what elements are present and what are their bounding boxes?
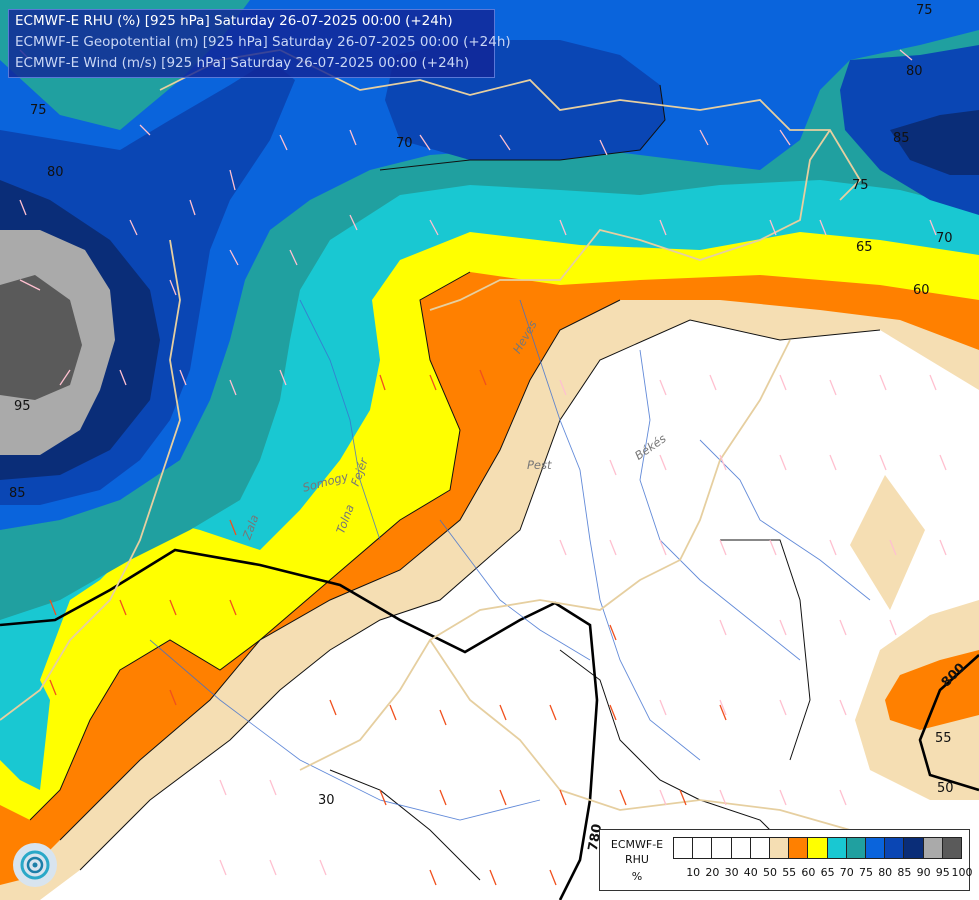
title-box: ECMWF-E RHU (%) [925 hPa] Saturday 26-07… <box>8 9 511 78</box>
legend-tick-label: 30 <box>724 866 739 879</box>
contour-label: 70 <box>396 136 413 151</box>
contour-label: 95 <box>14 399 31 414</box>
contour-label: 80 <box>47 165 64 180</box>
legend-color-box <box>673 837 694 859</box>
contour-label: 55 <box>935 731 952 746</box>
title-rhu: ECMWF-E RHU (%) [925 hPa] Saturday 26-07… <box>15 13 453 29</box>
legend-color-box <box>884 837 905 859</box>
legend-tick-label: 90 <box>916 866 931 879</box>
legend-tick-label: 20 <box>705 866 720 879</box>
contour-label: 85 <box>9 486 26 501</box>
legend-color-box <box>749 837 771 859</box>
contour-label: 85 <box>893 131 910 146</box>
rhu-patch-right-orange <box>885 650 979 730</box>
legend-color-box <box>730 837 751 859</box>
rhu-patch-right-diamond <box>850 475 925 610</box>
contour-label: 75 <box>30 103 47 118</box>
legend-color-box <box>865 837 886 859</box>
wind-barbs <box>19 49 947 886</box>
legend-tick-label: 10 <box>686 866 701 879</box>
legend-color-box <box>769 837 790 859</box>
region-label: Pest <box>527 458 552 472</box>
legend-tick-label: 65 <box>820 866 835 879</box>
legend-tick-label: 75 <box>859 866 873 879</box>
title-geopotential: ECMWF-E Geopotential (m) [925 hPa] Satur… <box>15 34 511 50</box>
title-wind: ECMWF-E Wind (m/s) [925 hPa] Saturday 26… <box>15 55 470 71</box>
contour-label: 30 <box>318 793 335 808</box>
legend-color-box <box>922 837 943 859</box>
legend-variable: RHU <box>625 853 649 866</box>
legend-ticks: 10 20 30 40 50 55 60 65 70 75 80 85 90 95 100 <box>674 866 972 882</box>
legend-tick-label: 85 <box>897 866 912 879</box>
legend-color-box <box>845 837 867 859</box>
legend-tick-label: 50 <box>763 866 777 879</box>
legend-tick-label: 55 <box>782 866 797 879</box>
contour-label: 65 <box>856 240 873 255</box>
legend-unit: % <box>631 870 643 883</box>
legend-tick-label: 100 <box>951 866 973 879</box>
legend-color-boxes <box>673 837 963 859</box>
rhu-band-85-tr <box>890 110 979 175</box>
legend-color-box <box>807 837 828 859</box>
color-legend: ECMWF-E RHU % 10 20 30 40 50 55 60 65 70 75 80 85 90… <box>599 829 973 891</box>
contour-label: 75 <box>852 178 869 193</box>
legend-color-box <box>692 837 713 859</box>
legend-tick-label: 95 <box>935 866 950 879</box>
legend-tick-label: 70 <box>839 866 854 879</box>
legend-color-box <box>903 837 924 859</box>
contour-label: 75 <box>916 3 933 18</box>
contour-label: 80 <box>906 64 923 79</box>
contour-label: 70 <box>936 231 953 246</box>
legend-tick-label: 80 <box>878 866 893 879</box>
legend-color-box <box>711 837 732 859</box>
legend-tick-label: 40 <box>743 866 758 879</box>
ecmwf-logo-icon <box>13 843 57 887</box>
legend-color-box <box>941 837 963 859</box>
rhu-band-95 <box>0 275 82 400</box>
contour-label: 50 <box>937 781 954 796</box>
contour-label: 60 <box>913 283 930 298</box>
legend-tick-label: 60 <box>801 866 816 879</box>
legend-color-box <box>788 837 809 859</box>
legend-model: ECMWF-E <box>610 838 664 851</box>
legend-color-box <box>826 837 847 859</box>
